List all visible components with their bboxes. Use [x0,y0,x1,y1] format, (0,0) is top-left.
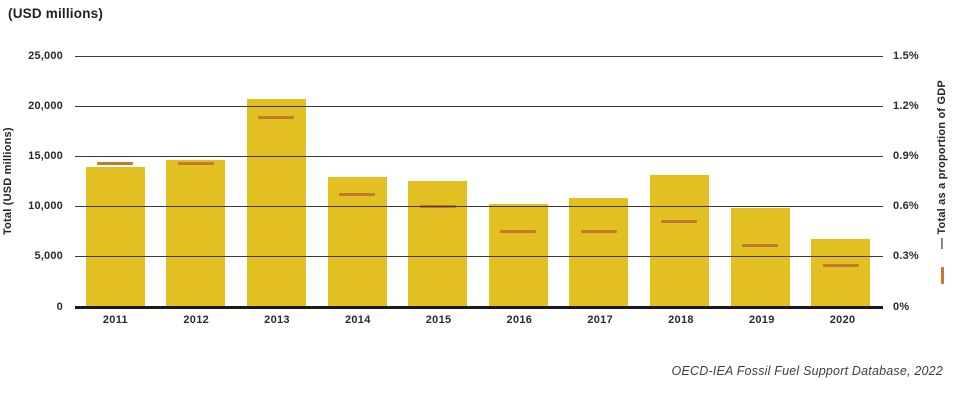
right-axis-title: — Total as a proportion of GDP [936,80,948,250]
gridline [75,105,883,107]
plot-area [75,55,883,309]
gdp-marker-2017 [580,230,617,234]
gridline [75,155,883,157]
gdp-marker-2012 [177,161,214,165]
bar-slot-2017 [559,56,640,307]
bar-2020 [811,238,871,307]
bar-2019 [730,207,790,307]
x-tick-label-2011: 2011 [102,314,128,326]
y-right-tick-1.2: 1.2% [893,99,919,112]
y-right-tick-0.6: 0.6% [893,200,919,213]
gridline [75,256,883,258]
bar-2012 [166,160,226,307]
gdp-marker-2020 [822,263,859,267]
bar-2016 [488,203,548,307]
bar-slot-2019 [720,56,801,307]
bar-slot-2011 [75,56,156,307]
y-left-tick-10000: 10,000 [28,200,63,213]
x-tick-label-2016: 2016 [506,314,533,326]
chart-title: (USD millions) [8,6,104,21]
y-left-tick-5000: 5,000 [34,250,63,263]
source-note: OECD-IEA Fossil Fuel Support Database, 2… [671,364,943,378]
gdp-marker-2013 [258,116,295,120]
y-left-tick-25000: 25,000 [28,49,63,62]
x-tick-label-2015: 2015 [425,314,452,326]
bar-slot-2018 [639,56,720,307]
bar-2015 [408,180,468,307]
right-axis-tick-labels: 1.5% 1.2% 0.9% 0.6% 0.3% 0% [893,50,933,313]
left-axis-tick-labels: 25,000 20,000 15,000 10,000 5,000 0 [0,50,66,313]
x-tick-label-2018: 2018 [668,314,694,326]
bar-slot-2014 [317,56,398,307]
bar-2011 [85,167,145,307]
bar-slot-2015 [397,56,478,307]
x-tick-label-2019: 2019 [748,314,775,326]
bar-slot-2013 [236,56,317,307]
gridline [75,55,883,57]
x-tick-label-2013: 2013 [264,314,290,326]
y-right-tick-1.5: 1.5% [893,49,919,62]
gdp-marker-2014 [339,193,376,197]
x-axis-tick-labels: 2011 2012 2013 2014 2015 2016 2017 2018 2019 2020 [75,314,883,326]
x-axis-baseline [75,306,883,309]
x-tick-label-2020: 2020 [829,314,856,326]
x-tick-label-2017: 2017 [587,314,614,326]
bar-2017 [569,197,629,307]
gdp-marker-2016 [500,230,537,234]
gridline [75,206,883,208]
y-right-tick-0.9: 0.9% [893,149,919,162]
bar-slot-2012 [156,56,237,307]
y-right-tick-0.3: 0.3% [893,250,919,263]
legend-marker-gdp-icon [941,267,944,284]
x-tick-label-2014: 2014 [344,314,371,326]
bar-2013 [246,99,306,307]
gdp-marker-2018 [661,220,698,224]
bar-2018 [649,174,709,307]
bar-series [75,56,881,307]
y-left-tick-0: 0 [56,300,63,313]
bar-2014 [327,176,387,307]
x-tick-label-2012: 2012 [183,314,210,326]
bar-slot-2016 [478,56,559,307]
gdp-marker-2019 [742,243,779,247]
y-left-tick-15000: 15,000 [28,149,63,162]
y-left-tick-20000: 20,000 [28,99,63,112]
y-right-tick-0: 0% [893,300,910,313]
gdp-marker-2011 [97,161,134,165]
bar-slot-2020 [800,56,881,307]
